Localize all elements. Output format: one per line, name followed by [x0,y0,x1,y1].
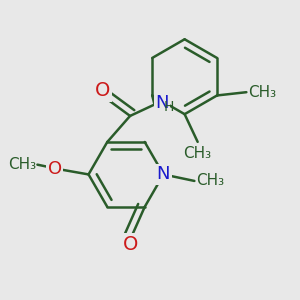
Text: N: N [157,165,170,183]
Text: N: N [155,94,169,112]
Text: CH₃: CH₃ [248,85,276,100]
Text: O: O [95,81,111,101]
Text: CH₃: CH₃ [196,173,224,188]
Text: CH₃: CH₃ [8,157,36,172]
Text: CH₃: CH₃ [184,146,212,161]
Text: H: H [164,100,174,114]
Text: O: O [48,160,62,178]
Text: O: O [122,235,138,254]
